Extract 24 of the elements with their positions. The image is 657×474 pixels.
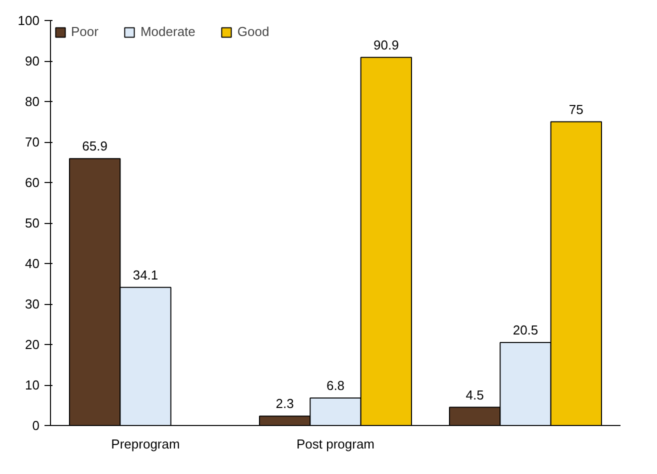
y-tick-label: 50 — [25, 216, 40, 230]
legend-label: Moderate — [140, 24, 196, 39]
y-tick-label: 90 — [25, 54, 40, 68]
data-label: 4.5 — [466, 387, 484, 402]
y-tick-label: 20 — [25, 337, 40, 352]
y-tick-label: 60 — [25, 175, 40, 190]
data-label: 90.9 — [374, 37, 399, 52]
x-tick-label: Preprogram — [111, 436, 180, 452]
data-label: 34.1 — [132, 267, 158, 282]
data-label: 65.9 — [82, 138, 108, 154]
data-label: 75 — [568, 102, 584, 117]
y-tick-label: 80 — [25, 94, 40, 109]
y-tick-label: 0 — [32, 418, 40, 433]
data-label: 2.3 — [276, 396, 294, 412]
y-tick-label: 40 — [25, 256, 40, 271]
legend-label: Good — [237, 24, 270, 39]
y-tick-label: 70 — [25, 134, 40, 150]
y-tick-label: 30 — [25, 296, 40, 312]
x-tick-label: Post program — [296, 436, 375, 452]
y-tick-label: 100 — [18, 13, 40, 28]
y-tick-label: 10 — [25, 378, 40, 392]
data-label: 6.8 — [326, 378, 345, 393]
data-label: 20.5 — [512, 322, 538, 338]
legend-label: Poor — [71, 24, 98, 39]
